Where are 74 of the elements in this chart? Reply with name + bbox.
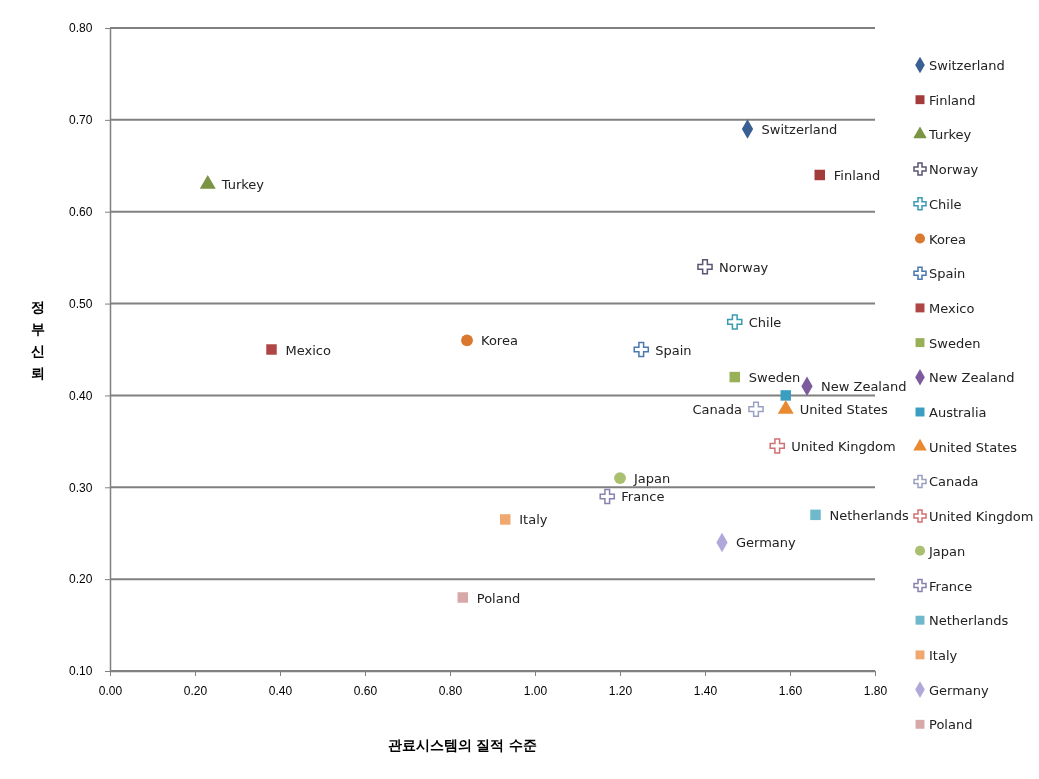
- x-tick-label: 0.40: [268, 683, 293, 698]
- legend-label: Canada: [929, 474, 979, 490]
- annotation: Norway: [719, 259, 769, 275]
- annotation: France: [621, 489, 665, 505]
- point: [769, 438, 786, 454]
- x-tick-label: 1.80: [863, 683, 888, 698]
- legend-label: Turkey: [928, 127, 972, 143]
- point: [614, 472, 626, 485]
- legend-label: Mexico: [929, 300, 975, 316]
- annotation: Turkey: [220, 177, 265, 193]
- legend-label: Poland: [929, 717, 973, 733]
- annotation: Switzerland: [761, 122, 838, 138]
- point: [726, 314, 743, 330]
- point: [729, 371, 740, 383]
- point: [633, 341, 650, 358]
- annotation: New Zealand: [821, 379, 907, 395]
- annotation: Spain: [655, 342, 692, 358]
- point: [697, 259, 713, 275]
- y-tick-label: 0.40: [69, 388, 93, 403]
- y-tick-label: 0.30: [69, 480, 93, 495]
- annotation: Poland: [476, 590, 521, 606]
- annotation: Japan: [633, 471, 671, 487]
- point: [748, 401, 764, 417]
- annotation: Netherlands: [829, 507, 909, 523]
- x-tick-label: 0.00: [98, 683, 123, 698]
- y-tick-label: 0.20: [69, 572, 93, 587]
- y-tick-label: 0.50: [69, 296, 93, 311]
- x-tick-label: 0.80: [438, 683, 463, 698]
- x-tick-label: 1.60: [778, 683, 803, 698]
- legend-label: Chile: [929, 196, 962, 212]
- annotation: United States: [799, 402, 889, 418]
- point: [599, 488, 616, 505]
- x-tick-label: 1.40: [693, 683, 718, 698]
- annotation: Canada: [692, 402, 742, 418]
- annotation: Chile: [748, 314, 782, 330]
- y-tick-label: 0.70: [69, 113, 93, 128]
- point: [266, 344, 277, 355]
- legend-label: Italy: [929, 647, 958, 663]
- annotation: Sweden: [748, 370, 801, 386]
- legend-label: United Kingdom: [929, 509, 1034, 525]
- annotation: Italy: [519, 512, 548, 528]
- legend-label: Australia: [929, 405, 987, 420]
- annotation: Finland: [833, 167, 881, 183]
- legend-label: Spain: [929, 266, 966, 282]
- legend-label: Germany: [929, 682, 990, 698]
- y-tick-label: 0.60: [69, 205, 93, 220]
- x-tick-label: 0.60: [353, 683, 378, 698]
- y-axis-title: 정부신뢰: [31, 299, 45, 381]
- annotation: Korea: [481, 333, 518, 349]
- legend-label: Norway: [929, 162, 979, 178]
- point: [457, 592, 468, 603]
- x-tick-label: 0.20: [183, 683, 208, 698]
- legend-label: France: [929, 578, 973, 594]
- legend-label: Sweden: [929, 335, 981, 351]
- legend-label: New Zealand: [929, 370, 1015, 386]
- x-axis-title: 관료시스템의 질적 수준: [387, 737, 538, 753]
- x-tick-label: 1.00: [523, 683, 548, 698]
- point: [461, 334, 473, 347]
- legend-label: Korea: [929, 231, 966, 247]
- point: [814, 169, 825, 181]
- x-tick-label: 1.20: [608, 683, 633, 698]
- point: [500, 514, 511, 525]
- legend-label: Netherlands: [929, 613, 1009, 629]
- legend-label: Finland: [929, 92, 976, 108]
- point: [810, 509, 821, 521]
- point: [780, 390, 791, 401]
- y-tick-label: 0.10: [69, 664, 93, 679]
- annotation: Germany: [736, 535, 797, 551]
- legend-label: Japan: [928, 543, 966, 559]
- legend-label: United States: [929, 439, 1018, 455]
- annotation: Mexico: [285, 342, 331, 358]
- y-tick-label: 0.80: [69, 21, 93, 36]
- annotation: United Kingdom: [791, 438, 896, 454]
- legend-label: Switzerland: [929, 58, 1005, 73]
